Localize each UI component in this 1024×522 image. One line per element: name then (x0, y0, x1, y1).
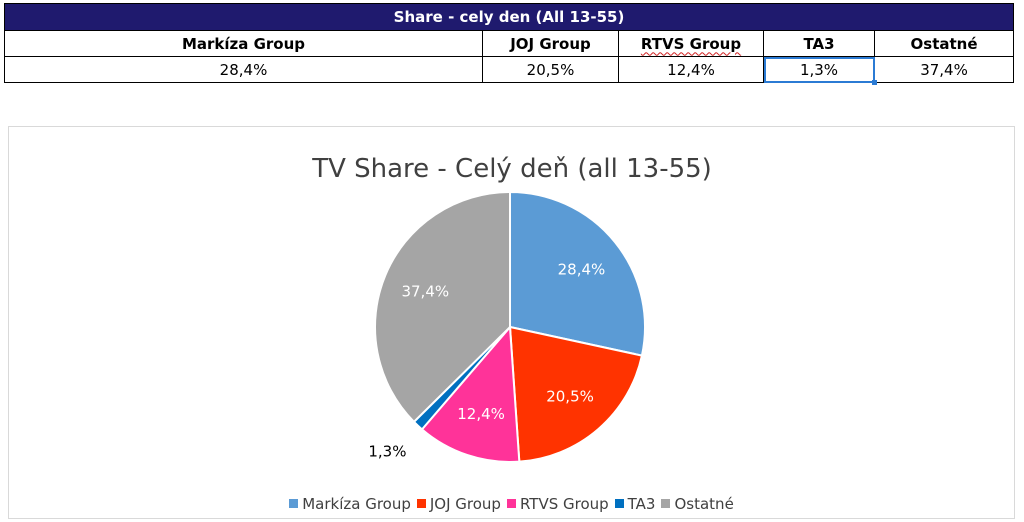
data-label-markiza: 28,4% (558, 260, 606, 278)
data-label-joj: 20,5% (546, 387, 594, 405)
pie-chart-canvas: TV Share - Celý deň (all 13-55) 28,4% 20,… (311, 154, 712, 463)
header-ostatne[interactable]: Ostatné (873, 30, 1015, 57)
legend-label-rtvs: RTVS Group (519, 495, 609, 513)
share-table: Share - cely den (All 13-55) Markíza Gro… (3, 3, 1015, 86)
value-markiza[interactable]: 28,4% (4, 56, 483, 83)
legend-item-joj[interactable]: JOJ Group (416, 495, 501, 513)
header-rtvs[interactable]: RTVS Group (618, 30, 764, 57)
legend-swatch-ta3 (614, 499, 624, 508)
header-markiza[interactable]: Markíza Group (4, 30, 483, 57)
table-header-row: Markíza Group JOJ Group RTVS Group TA3 O… (4, 30, 1015, 57)
legend-label-markiza: Markíza Group (302, 495, 411, 513)
legend-label-joj: JOJ Group (429, 495, 501, 513)
legend-item-markiza[interactable]: Markíza Group (289, 495, 411, 513)
value-ta3[interactable]: 1,3% (763, 56, 878, 86)
pie-slice-joj[interactable] (508, 325, 644, 463)
pie-slices (374, 190, 646, 463)
pie-slice-labels: 28,4% 20,5% 12,4% 1,3% 37,4% (368, 260, 605, 460)
legend-label-ostatne: Ostatné (674, 495, 734, 513)
legend-item-ostatne[interactable]: Ostatné (661, 495, 734, 513)
header-rtvs-text: RTVS Group (640, 34, 742, 53)
table-row: 28,4% 20,5% 12,4% 1,3% 37,4% (4, 56, 1015, 86)
legend-swatch-rtvs (506, 499, 516, 508)
legend-swatch-markiza (289, 499, 299, 508)
legend-item-ta3[interactable]: TA3 (614, 495, 656, 513)
legend-swatch-joj (416, 499, 426, 508)
pie-slice-ostatne[interactable] (374, 190, 511, 424)
value-ostatne[interactable]: 37,4% (873, 56, 1015, 83)
header-ta3[interactable]: TA3 (763, 30, 875, 57)
legend-swatch-ostatne (661, 499, 671, 508)
pie-slice-rtvs[interactable] (420, 324, 521, 463)
data-label-rtvs: 12,4% (457, 405, 505, 423)
pie-slice-markiza[interactable] (509, 190, 646, 357)
header-joj[interactable]: JOJ Group (482, 30, 619, 57)
value-rtvs[interactable]: 12,4% (618, 56, 764, 83)
chart-legend: Markíza Group JOJ Group RTVS Group TA3 Ostat… (9, 495, 1014, 513)
table-title: Share - cely den (All 13-55) (3, 3, 1015, 31)
pie-chart[interactable]: TV Share - Celý deň (all 13-55) 28,4% 20,… (8, 126, 1015, 519)
table-title-row: Share - cely den (All 13-55) (3, 3, 1015, 31)
data-label-ostatne: 37,4% (401, 283, 449, 301)
legend-label-ta3: TA3 (627, 495, 656, 513)
data-label-ta3: 1,3% (368, 443, 406, 461)
legend-item-rtvs[interactable]: RTVS Group (506, 495, 609, 513)
chart-title: TV Share - Celý deň (all 13-55) (311, 154, 712, 184)
value-joj[interactable]: 20,5% (482, 56, 619, 83)
